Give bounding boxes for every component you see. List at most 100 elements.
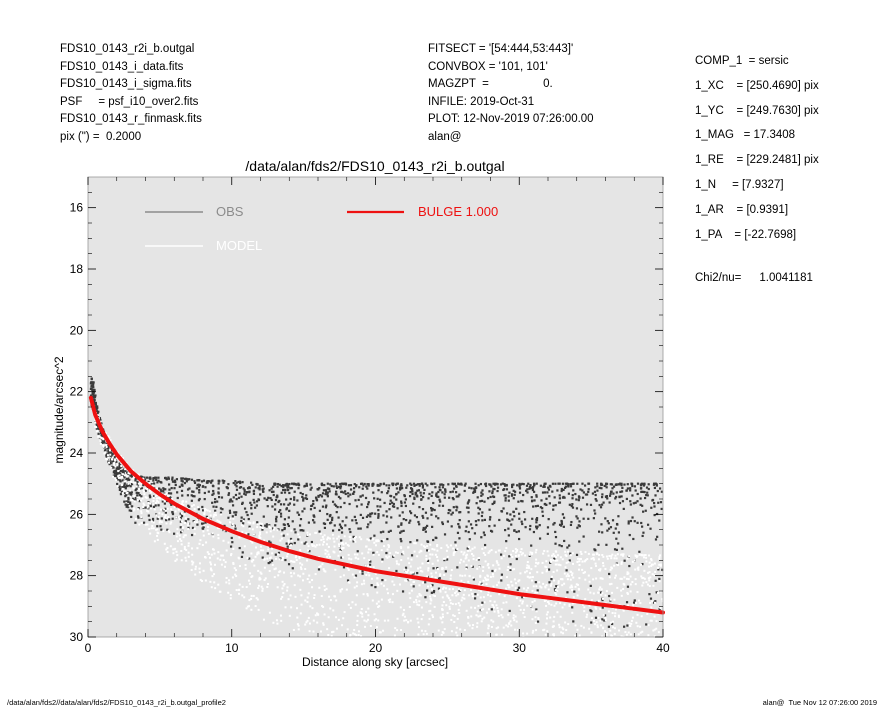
- obs-point: [221, 479, 224, 482]
- obs-point: [127, 476, 130, 480]
- obs-point: [587, 488, 590, 491]
- model-point: [286, 589, 289, 592]
- model-point: [412, 601, 415, 604]
- model-point: [607, 610, 610, 613]
- obs-point: [385, 510, 388, 513]
- model-point: [143, 493, 146, 496]
- model-point: [647, 571, 650, 574]
- obs-point: [389, 499, 392, 502]
- model-point: [385, 555, 388, 558]
- obs-point: [357, 527, 360, 530]
- model-point: [498, 567, 501, 570]
- model-point: [661, 598, 664, 601]
- obs-point: [411, 490, 414, 493]
- obs-point: [494, 482, 497, 485]
- obs-point: [653, 513, 656, 517]
- obs-point: [217, 482, 220, 485]
- model-point: [177, 508, 180, 511]
- model-point: [506, 584, 509, 587]
- obs-point: [287, 484, 290, 487]
- obs-point: [369, 512, 372, 515]
- model-point: [286, 533, 289, 536]
- obs-point: [288, 509, 291, 512]
- model-point: [515, 597, 518, 600]
- obs-point: [383, 501, 386, 505]
- obs-point: [277, 551, 281, 555]
- model-point: [296, 623, 299, 626]
- obs-point: [326, 493, 329, 496]
- model-point: [565, 554, 568, 557]
- obs-point: [161, 500, 164, 503]
- model-point: [258, 576, 261, 579]
- model-point: [132, 481, 135, 484]
- model-point: [644, 554, 647, 557]
- model-point: [571, 602, 574, 605]
- model-point: [534, 591, 537, 594]
- model-point: [371, 599, 374, 602]
- obs-point: [552, 523, 555, 526]
- obs-point: [297, 513, 301, 516]
- model-point: [132, 477, 135, 480]
- model-point: [519, 572, 522, 575]
- obs-point: [261, 556, 264, 559]
- obs-point: [277, 500, 280, 504]
- obs-point: [469, 523, 473, 526]
- obs-point: [309, 488, 312, 491]
- obs-point: [280, 491, 283, 494]
- model-point: [386, 548, 389, 551]
- model-point: [97, 435, 100, 438]
- obs-point: [394, 483, 398, 486]
- obs-point: [601, 503, 604, 506]
- obs-point: [558, 497, 562, 500]
- model-point: [497, 614, 500, 617]
- obs-point: [403, 494, 406, 497]
- model-point: [458, 604, 461, 607]
- obs-point: [305, 494, 308, 497]
- obs-point: [278, 483, 281, 486]
- model-point: [152, 521, 155, 524]
- obs-point: [376, 497, 379, 500]
- model-point: [465, 609, 468, 612]
- obs-point: [331, 516, 334, 519]
- model-point: [436, 544, 439, 547]
- model-point: [635, 602, 638, 605]
- y-axis-label: magnitude/arcsec^2: [52, 356, 66, 463]
- obs-point: [271, 505, 274, 508]
- model-point: [464, 557, 467, 560]
- obs-point: [156, 517, 159, 520]
- model-point: [650, 559, 653, 562]
- model-point: [148, 489, 151, 492]
- model-point: [372, 553, 375, 556]
- model-point: [260, 585, 263, 588]
- obs-point: [458, 511, 461, 514]
- obs-point: [338, 528, 341, 532]
- model-point: [419, 594, 422, 597]
- model-point: [409, 571, 412, 574]
- obs-point: [288, 542, 292, 546]
- model-point: [559, 615, 562, 618]
- obs-point: [528, 528, 532, 531]
- obs-point: [220, 496, 224, 499]
- model-point: [294, 595, 297, 598]
- model-point: [187, 551, 190, 554]
- obs-point: [509, 513, 512, 516]
- model-point: [323, 613, 326, 616]
- obs-point: [282, 534, 285, 537]
- obs-point: [176, 491, 179, 494]
- model-point: [534, 616, 537, 619]
- model-point: [180, 543, 183, 546]
- model-point: [180, 549, 183, 552]
- model-point: [526, 561, 529, 564]
- model-point: [504, 587, 507, 590]
- obs-point: [601, 606, 604, 609]
- model-point: [529, 551, 532, 554]
- obs-point: [566, 591, 569, 594]
- model-point: [254, 555, 257, 558]
- model-point: [235, 569, 238, 572]
- obs-point: [455, 495, 458, 498]
- obs-point: [256, 483, 259, 486]
- model-point: [520, 548, 523, 551]
- header-middle-line: PLOT: 12-Nov-2019 07:26:00.00: [428, 113, 594, 125]
- obs-point: [606, 529, 609, 532]
- legend-label-bulge: BULGE 1.000: [418, 204, 498, 219]
